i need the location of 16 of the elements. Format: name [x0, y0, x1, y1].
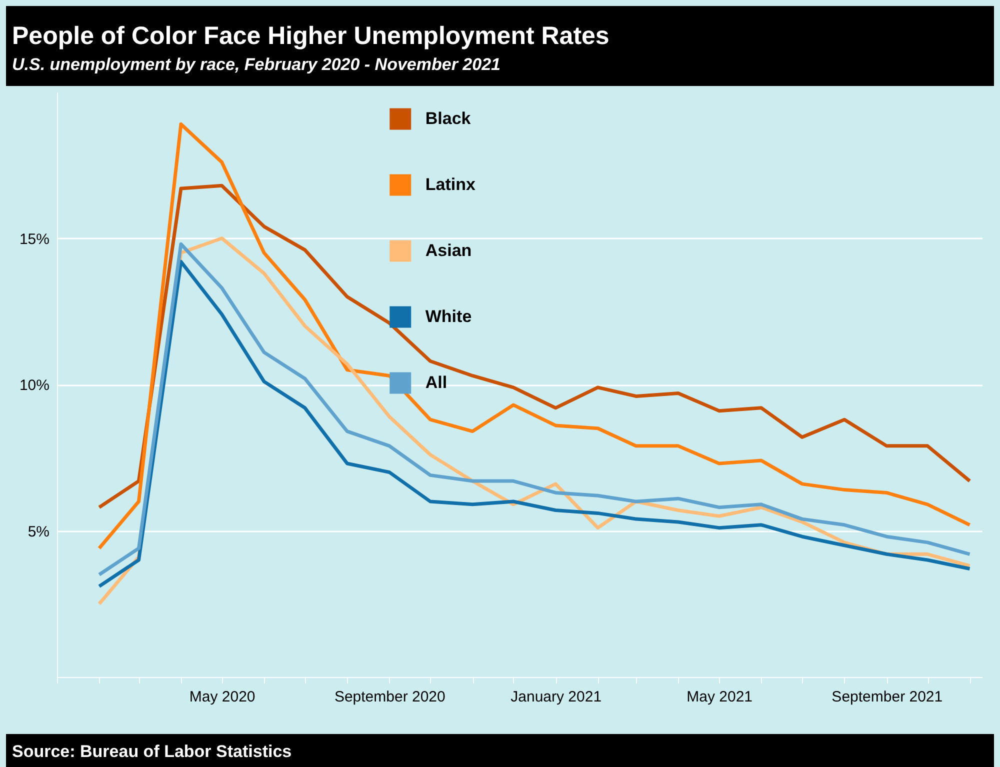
source-note: Source: Bureau of Labor Statistics: [12, 742, 292, 761]
y-tick-label: 10%: [19, 377, 50, 394]
x-tick-label: January 2021: [510, 688, 602, 706]
x-tick-label: September 2020: [334, 688, 446, 706]
y-tick-label: 5%: [28, 523, 50, 540]
x-tick-label: May 2021: [686, 688, 753, 706]
chart-subtitle: U.S. unemployment by race, February 2020 - November 2021: [12, 55, 500, 74]
legend-label: Latinx: [425, 175, 476, 194]
chart-title: People of Color Face Higher Unemployment Rates: [12, 22, 610, 50]
legend-label: Asian: [425, 241, 472, 260]
x-tick-label: May 2020: [189, 688, 256, 706]
legend-label: Black: [425, 109, 472, 128]
y-tick-label: 15%: [19, 230, 50, 248]
legend-label: All: [425, 373, 448, 392]
legend-label: White: [425, 307, 472, 326]
x-tick-label: September 2021: [832, 688, 943, 706]
